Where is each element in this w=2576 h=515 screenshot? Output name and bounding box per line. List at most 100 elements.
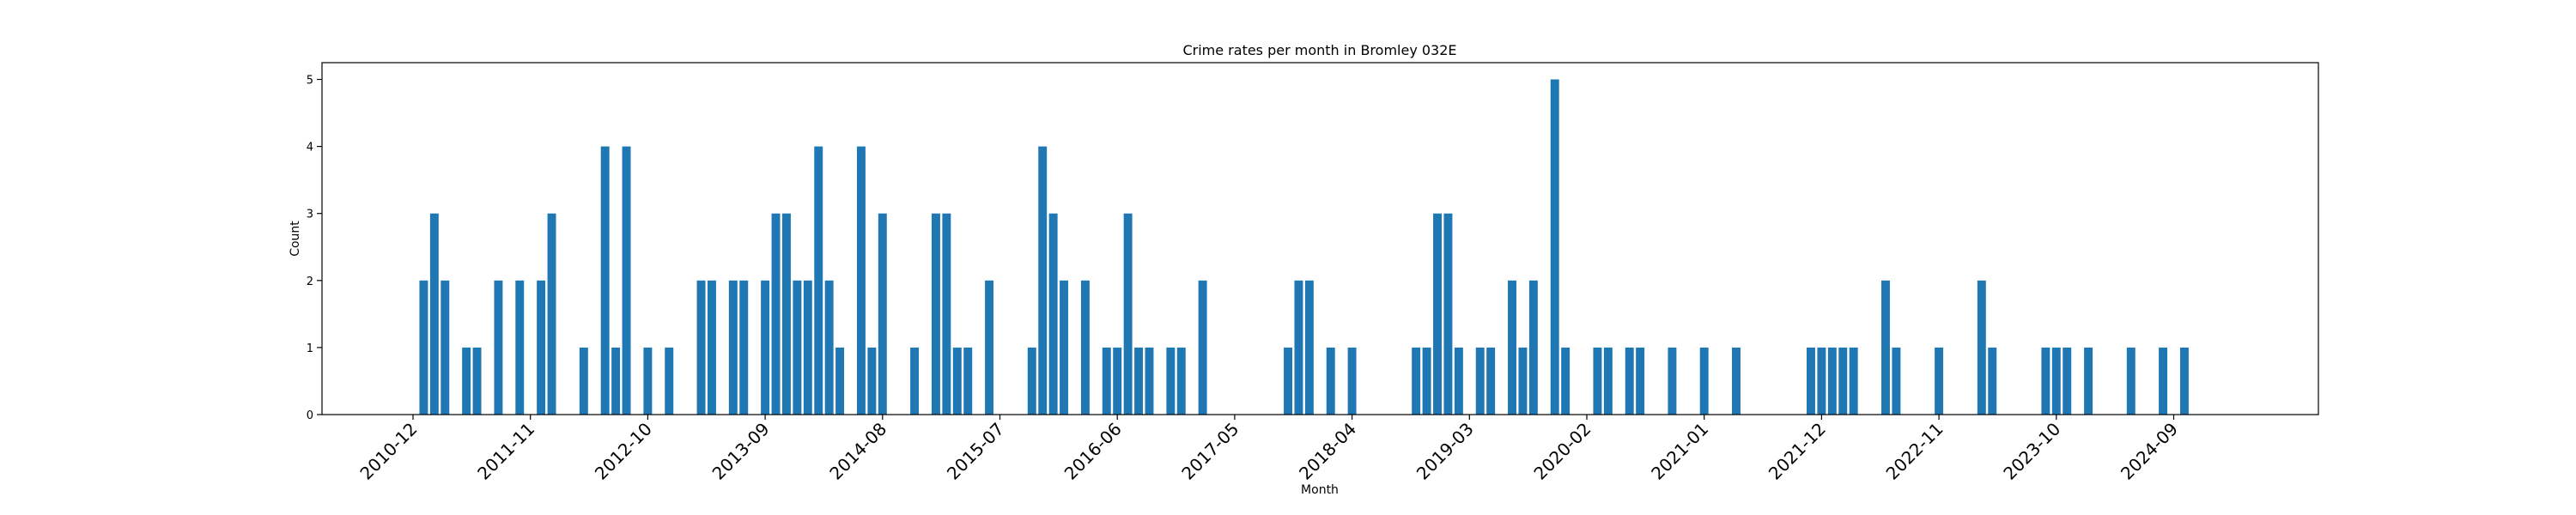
bar <box>707 280 716 415</box>
y-tick-label: 4 <box>307 142 313 154</box>
bar <box>1145 347 1154 415</box>
bar <box>494 280 503 415</box>
bar <box>696 280 706 415</box>
bar <box>1443 213 1453 415</box>
x-axis: 2010-12 2011-11 2012-10 2013-09 2014-08 2015-… <box>355 415 2182 484</box>
bar <box>878 213 887 415</box>
bar <box>1699 347 1709 415</box>
bar <box>1880 280 1890 415</box>
bar <box>793 280 802 415</box>
bar <box>440 280 450 415</box>
bar <box>1977 280 1986 415</box>
bar <box>1561 347 1571 415</box>
x-tick-label: 2018-04 <box>1295 419 1360 484</box>
y-tick-label: 1 <box>307 342 313 355</box>
bar <box>1550 79 1559 415</box>
bar <box>814 146 823 415</box>
bar <box>1892 347 1901 415</box>
bar <box>1849 347 1858 415</box>
x-tick-label: 2019-03 <box>1413 419 1478 484</box>
bar <box>1625 347 1634 415</box>
bar <box>1817 347 1826 415</box>
x-tick-label: 2010-12 <box>355 419 421 484</box>
bar <box>910 347 920 415</box>
bar <box>643 347 653 415</box>
x-tick-label: 2021-12 <box>1765 419 1830 484</box>
x-tick-label: 2015-07 <box>943 419 1008 484</box>
bar <box>835 347 845 415</box>
x-tick-label: 2022-11 <box>1882 419 1947 484</box>
bar <box>515 280 525 415</box>
bar <box>1038 146 1048 415</box>
bar <box>472 347 482 415</box>
bar <box>1732 347 1741 415</box>
bar <box>2126 347 2136 415</box>
bar <box>1123 213 1133 415</box>
bar <box>761 280 770 415</box>
x-axis-label: Month <box>1301 483 1339 497</box>
bar <box>1198 280 1207 415</box>
bar <box>1454 347 1463 415</box>
chart-title: Crime rates per month in Bromley 032E <box>1182 42 1456 58</box>
bar <box>2041 347 2050 415</box>
y-axis: 0 1 2 3 4 5 <box>307 75 322 422</box>
x-tick-label: 2023-10 <box>1999 419 2064 484</box>
bar <box>867 347 877 415</box>
bar <box>1347 347 1357 415</box>
bar <box>1113 347 1122 415</box>
x-tick-label: 2011-11 <box>473 419 538 484</box>
y-tick-label: 2 <box>307 276 313 288</box>
bar <box>1412 347 1421 415</box>
plot-frame <box>321 62 2319 415</box>
x-tick-label: 2012-10 <box>591 419 656 484</box>
bar <box>931 213 940 415</box>
bar <box>2084 347 2093 415</box>
bar <box>942 213 951 415</box>
x-tick-label: 2016-06 <box>1060 419 1126 484</box>
y-tick-label: 5 <box>307 75 313 88</box>
bar <box>803 280 812 415</box>
y-axis-label: Count <box>289 221 302 257</box>
bar <box>1988 347 1997 415</box>
x-tick-label: 2014-08 <box>825 419 890 484</box>
bar <box>824 280 834 415</box>
bar <box>952 347 962 415</box>
bar <box>2051 347 2061 415</box>
bar <box>1326 347 1335 415</box>
bar <box>1048 213 1058 415</box>
y-tick-label: 0 <box>307 409 313 422</box>
bar <box>1518 347 1528 415</box>
bar <box>547 213 556 415</box>
x-tick-label: 2013-09 <box>708 419 774 484</box>
bar <box>1027 347 1036 415</box>
bar <box>1134 347 1144 415</box>
x-tick-label: 2024-09 <box>2117 419 2182 484</box>
bar <box>2063 347 2072 415</box>
x-tick-label: 2020-02 <box>1529 419 1595 484</box>
bar <box>419 280 428 415</box>
bar <box>1080 280 1090 415</box>
bar <box>1475 347 1485 415</box>
bar <box>1176 347 1186 415</box>
bar <box>1807 347 1815 415</box>
bar <box>1284 347 1293 415</box>
bar <box>1636 347 1645 415</box>
bar <box>579 347 588 415</box>
bar <box>985 280 994 415</box>
bar <box>728 280 738 415</box>
bar <box>537 280 546 415</box>
bar <box>1668 347 1677 415</box>
bar <box>771 213 781 415</box>
bar <box>1166 347 1176 415</box>
y-tick-label: 3 <box>307 209 313 221</box>
bar <box>1060 280 1069 415</box>
bar <box>2179 347 2189 415</box>
bar <box>1304 280 1314 415</box>
bar <box>462 347 471 415</box>
x-tick-label: 2021-01 <box>1647 419 1712 484</box>
bar <box>1603 347 1613 415</box>
bar <box>600 146 610 415</box>
bars-layer <box>419 79 2189 415</box>
bar <box>1508 280 1516 415</box>
